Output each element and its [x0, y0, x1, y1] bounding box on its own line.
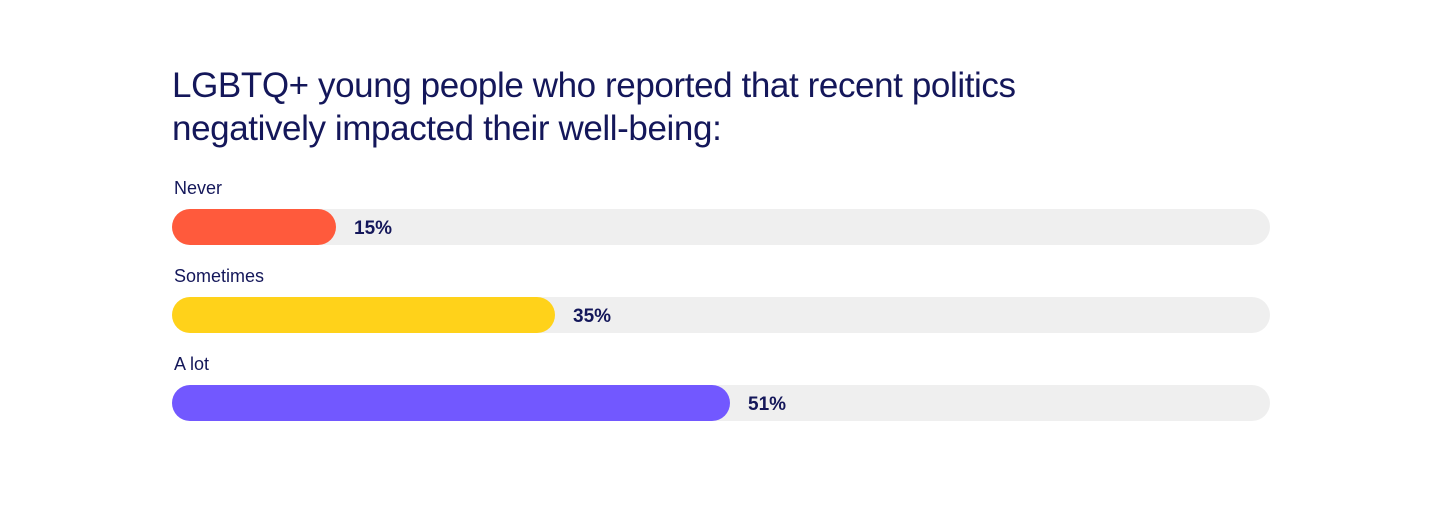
value-label: 35% [573, 306, 612, 327]
bar-track: 51% [172, 385, 1270, 421]
category-label: Sometimes [174, 266, 265, 286]
value-label: 15% [354, 218, 393, 239]
value-label: 51% [748, 394, 787, 415]
bar-row-a-lot: A lot 51% [172, 353, 1270, 441]
bar-track: 15% [172, 209, 1270, 245]
bar-row-never: Never 15% [172, 177, 1270, 265]
category-label: A lot [174, 354, 210, 374]
bar-track: 35% [172, 297, 1270, 333]
category-label: Never [174, 178, 223, 198]
bar-rows: Never 15% Sometimes 35% A lot 51% [172, 177, 1270, 441]
bar-fill [172, 297, 555, 333]
bar-row-sometimes: Sometimes 35% [172, 265, 1270, 353]
chart-title: LGBTQ+ young people who reported that re… [172, 66, 1016, 148]
chart: LGBTQ+ young people who reported that re… [172, 64, 1270, 441]
bar-fill [172, 209, 336, 245]
bar-fill [172, 385, 730, 421]
